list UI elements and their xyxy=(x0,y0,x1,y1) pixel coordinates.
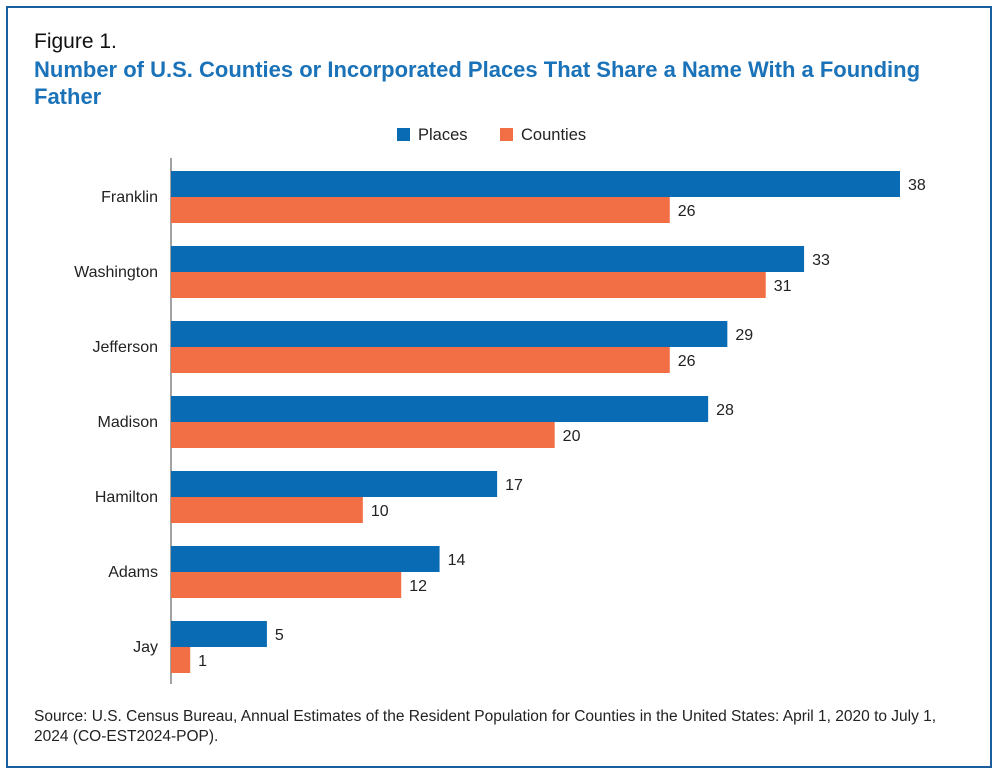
data-label-counties-hamilton: 10 xyxy=(371,503,389,520)
bar-counties-adams xyxy=(171,572,402,598)
data-label-places-jefferson: 29 xyxy=(735,327,753,344)
bar-places-madison xyxy=(171,396,709,422)
data-label-places-hamilton: 17 xyxy=(505,477,523,494)
data-label-places-madison: 28 xyxy=(716,402,734,419)
bar-places-franklin xyxy=(171,171,900,197)
bar-places-hamilton xyxy=(171,471,498,497)
bar-places-washington xyxy=(171,246,805,272)
chart-title: Number of U.S. Counties or Incorporated … xyxy=(34,57,921,109)
data-label-counties-franklin: 26 xyxy=(678,203,696,220)
category-label-jay: Jay xyxy=(133,639,158,656)
figure-label: Figure 1. xyxy=(34,30,117,53)
category-label-madison: Madison xyxy=(98,414,158,431)
category-label-adams: Adams xyxy=(108,564,158,581)
category-label-jefferson: Jefferson xyxy=(92,339,158,356)
data-label-places-jay: 5 xyxy=(275,627,284,644)
data-label-places-franklin: 38 xyxy=(908,177,926,194)
category-label-washington: Washington xyxy=(74,264,158,281)
category-label-hamilton: Hamilton xyxy=(95,489,158,506)
data-label-places-adams: 14 xyxy=(448,552,466,569)
bar-counties-jefferson xyxy=(171,347,670,373)
data-label-counties-adams: 12 xyxy=(409,578,427,595)
bar-places-jefferson xyxy=(171,321,728,347)
legend-label-counties: Counties xyxy=(521,126,586,144)
data-label-counties-jefferson: 26 xyxy=(678,353,696,370)
figure-frame xyxy=(6,6,992,768)
legend-swatch-counties xyxy=(500,128,513,141)
data-label-places-washington: 33 xyxy=(812,252,830,269)
legend-swatch-places xyxy=(397,128,410,141)
legend-label-places: Places xyxy=(418,126,468,144)
bar-counties-washington xyxy=(171,272,766,298)
data-label-counties-washington: 31 xyxy=(774,278,792,295)
bar-places-jay xyxy=(171,621,267,647)
source-note: Source: U.S. Census Bureau, Annual Estim… xyxy=(34,708,937,745)
data-label-counties-jay: 1 xyxy=(198,653,207,670)
bar-counties-franklin xyxy=(171,197,670,223)
bar-counties-hamilton xyxy=(171,497,363,523)
category-label-franklin: Franklin xyxy=(101,189,158,206)
data-label-counties-madison: 20 xyxy=(563,428,581,445)
bar-counties-madison xyxy=(171,422,555,448)
bar-places-adams xyxy=(171,546,440,572)
bar-counties-jay xyxy=(171,647,191,673)
